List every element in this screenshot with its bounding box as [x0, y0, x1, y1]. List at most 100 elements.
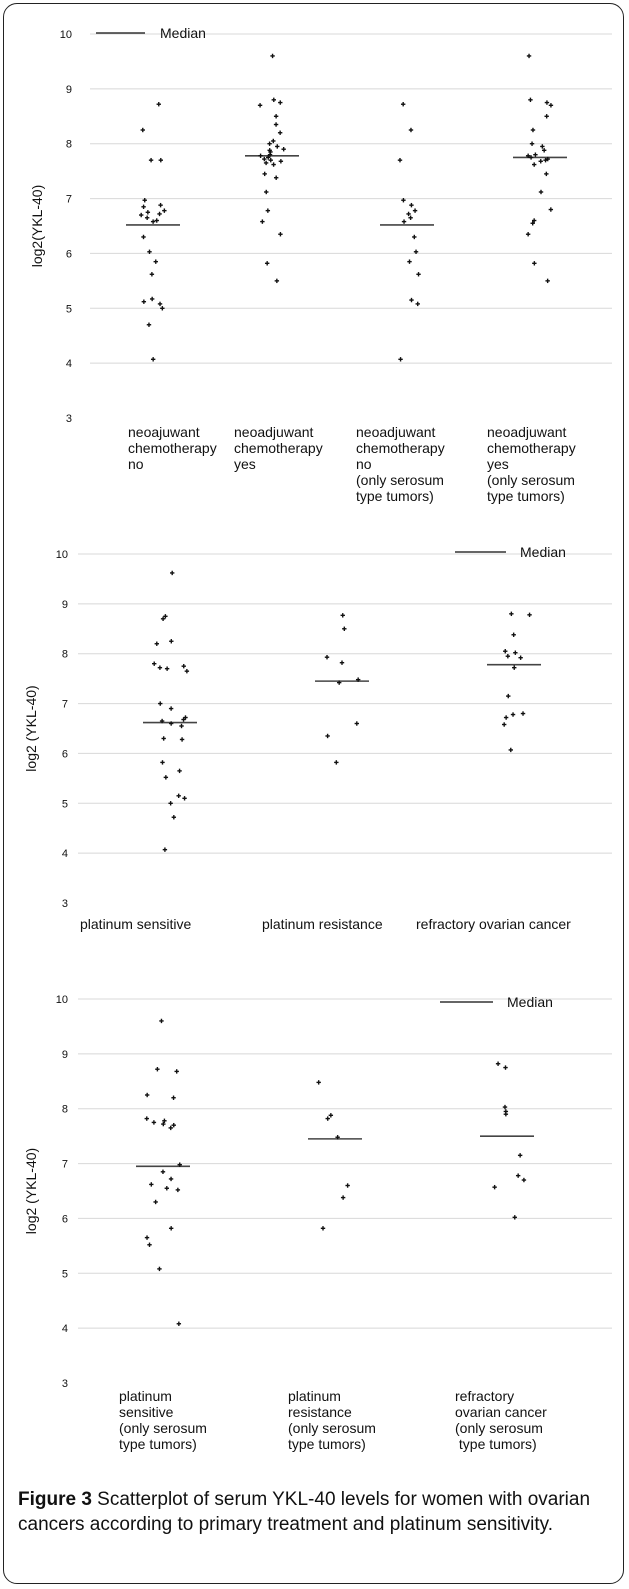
data-point [320, 1226, 326, 1231]
category-label: refractory ovarian cancer (only serosum ty… [455, 1388, 547, 1452]
data-point [260, 219, 265, 224]
data-point [157, 211, 162, 217]
data-point [271, 138, 276, 144]
data-point [412, 208, 418, 213]
data-point [416, 272, 421, 277]
data-point [409, 297, 414, 303]
data-point [265, 155, 271, 160]
y-tick-label: 7 [66, 194, 72, 206]
data-point [174, 1069, 179, 1074]
data-point [528, 155, 534, 160]
data-point [528, 97, 533, 103]
data-point [275, 144, 280, 149]
data-point [413, 249, 419, 254]
data-point [160, 760, 165, 765]
data-point [264, 261, 270, 266]
data-point [155, 1067, 160, 1072]
data-point [531, 162, 537, 167]
data-point [525, 153, 531, 158]
y-tick-label: 6 [62, 1213, 68, 1225]
data-point [325, 1116, 330, 1121]
category-label: platinum sensitive (only serosum type tumor… [119, 1388, 207, 1452]
data-point [160, 306, 165, 311]
data-point [258, 153, 263, 158]
y-tick-label: 5 [62, 1268, 68, 1280]
data-point [158, 701, 163, 706]
data-point [513, 650, 518, 655]
data-point [148, 157, 154, 163]
data-point [503, 1112, 509, 1117]
data-point [177, 1162, 182, 1167]
data-point [168, 706, 174, 711]
data-point [153, 1199, 158, 1205]
data-point [409, 202, 414, 208]
data-point [526, 53, 532, 59]
data-point [492, 1184, 497, 1190]
data-point [548, 103, 554, 108]
data-point [512, 1215, 517, 1220]
data-point [336, 680, 342, 685]
category-label: platinum resistance (only serosum type tumo… [288, 1388, 376, 1452]
data-point [146, 322, 152, 327]
data-point [538, 189, 544, 195]
data-point [150, 219, 156, 224]
data-point [415, 301, 420, 307]
data-point [164, 666, 170, 671]
data-point [517, 1153, 523, 1158]
y-tick-label: 9 [62, 599, 68, 611]
category-label: platinum sensitive [80, 916, 191, 932]
data-point [162, 847, 168, 852]
caption-label: Figure 3 [18, 1489, 92, 1510]
data-point [156, 102, 161, 107]
data-point [407, 259, 412, 264]
data-point [154, 218, 159, 223]
data-point [540, 144, 545, 149]
data-point [157, 665, 163, 670]
data-point [354, 721, 359, 726]
category-label: refractory ovarian cancer [416, 916, 571, 932]
data-point [502, 1104, 508, 1110]
data-point [181, 663, 186, 669]
data-point [401, 219, 407, 224]
data-point [277, 130, 283, 135]
data-point [544, 114, 549, 119]
data-point [164, 1186, 170, 1191]
y-tick-label: 9 [62, 1049, 68, 1061]
data-point [168, 1176, 174, 1182]
data-point [529, 141, 535, 146]
data-point [273, 175, 279, 180]
data-point [278, 232, 283, 237]
data-point [495, 1061, 501, 1066]
data-point [506, 693, 511, 699]
y-tick-label: 3 [62, 898, 68, 910]
data-point [168, 1226, 174, 1231]
data-point [140, 127, 145, 133]
data-point [510, 712, 516, 717]
y-tick-label: 4 [62, 848, 68, 860]
data-point [408, 215, 413, 220]
y-tick-label: 10 [60, 29, 72, 41]
data-point [518, 655, 523, 660]
figure-frame [3, 3, 624, 1584]
data-point [168, 1125, 173, 1131]
data-point [508, 747, 513, 753]
data-point [328, 1113, 334, 1118]
data-point [342, 626, 347, 631]
data-point [149, 1182, 154, 1187]
data-point [515, 1173, 521, 1178]
y-tick-label: 3 [66, 413, 72, 425]
data-point [533, 152, 538, 157]
data-point [278, 159, 284, 164]
data-point [144, 1235, 150, 1240]
data-point [267, 152, 273, 157]
data-point [162, 1118, 167, 1123]
data-point [271, 162, 276, 167]
data-point [511, 632, 516, 637]
data-point [278, 100, 283, 105]
data-point [159, 718, 165, 724]
data-point [144, 215, 150, 220]
data-point [142, 198, 147, 203]
data-point [154, 641, 159, 646]
data-point [262, 171, 267, 177]
y-axis-label: log2 (YKL-40) [23, 1148, 39, 1234]
